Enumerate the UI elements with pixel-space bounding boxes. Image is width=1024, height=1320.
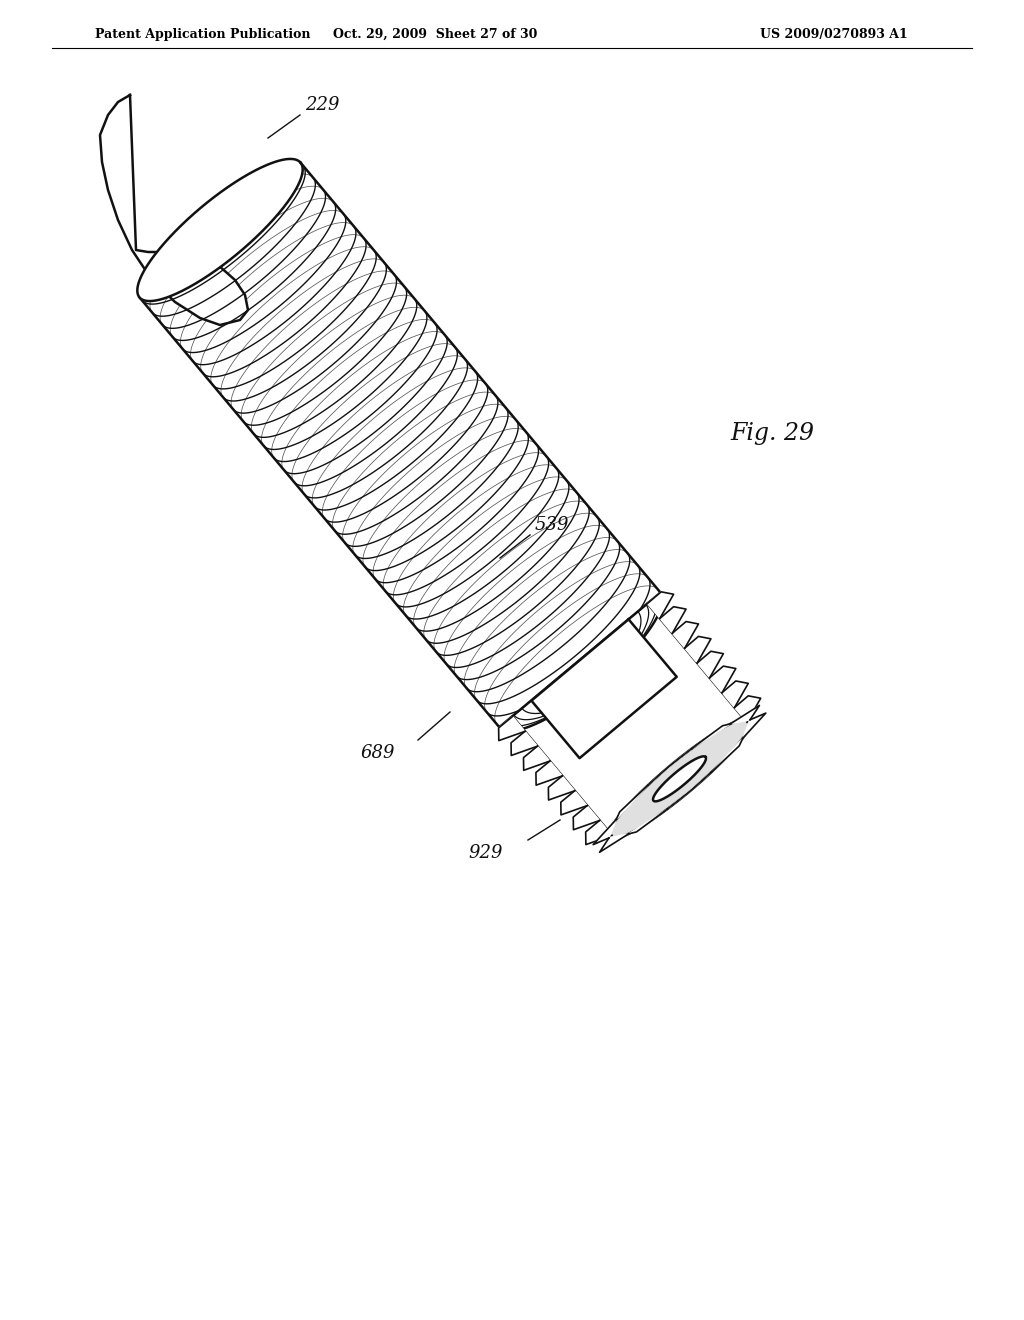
Text: Oct. 29, 2009  Sheet 27 of 30: Oct. 29, 2009 Sheet 27 of 30 — [333, 28, 538, 41]
Polygon shape — [712, 738, 742, 772]
Polygon shape — [600, 834, 629, 853]
Polygon shape — [593, 820, 616, 845]
Polygon shape — [710, 667, 736, 693]
Polygon shape — [697, 651, 723, 677]
Polygon shape — [100, 95, 248, 325]
Polygon shape — [673, 622, 698, 648]
Text: Patent Application Publication: Patent Application Publication — [95, 28, 310, 41]
Polygon shape — [616, 785, 648, 820]
Polygon shape — [647, 591, 674, 618]
Polygon shape — [586, 821, 612, 845]
Polygon shape — [668, 772, 712, 809]
Polygon shape — [511, 731, 538, 755]
Polygon shape — [139, 162, 660, 727]
Text: Fig. 29: Fig. 29 — [730, 422, 814, 445]
Polygon shape — [523, 746, 550, 771]
Text: US 2009/0270893 A1: US 2009/0270893 A1 — [760, 28, 907, 41]
Polygon shape — [685, 636, 711, 663]
Polygon shape — [608, 718, 751, 840]
Polygon shape — [499, 717, 525, 741]
Text: 929: 929 — [468, 843, 503, 862]
Polygon shape — [531, 619, 677, 758]
Text: 539: 539 — [535, 516, 569, 535]
Polygon shape — [561, 791, 587, 814]
Text: 229: 229 — [305, 96, 340, 114]
Polygon shape — [549, 776, 574, 800]
Polygon shape — [653, 756, 706, 801]
Polygon shape — [137, 158, 303, 301]
Polygon shape — [722, 681, 749, 708]
Polygon shape — [536, 762, 562, 785]
Polygon shape — [691, 723, 730, 748]
Text: 689: 689 — [360, 744, 394, 762]
Polygon shape — [573, 805, 600, 830]
Polygon shape — [734, 696, 761, 722]
Polygon shape — [629, 809, 668, 834]
Polygon shape — [730, 705, 760, 723]
Polygon shape — [659, 607, 686, 634]
Polygon shape — [742, 713, 766, 738]
Polygon shape — [513, 603, 746, 836]
Polygon shape — [648, 748, 691, 785]
